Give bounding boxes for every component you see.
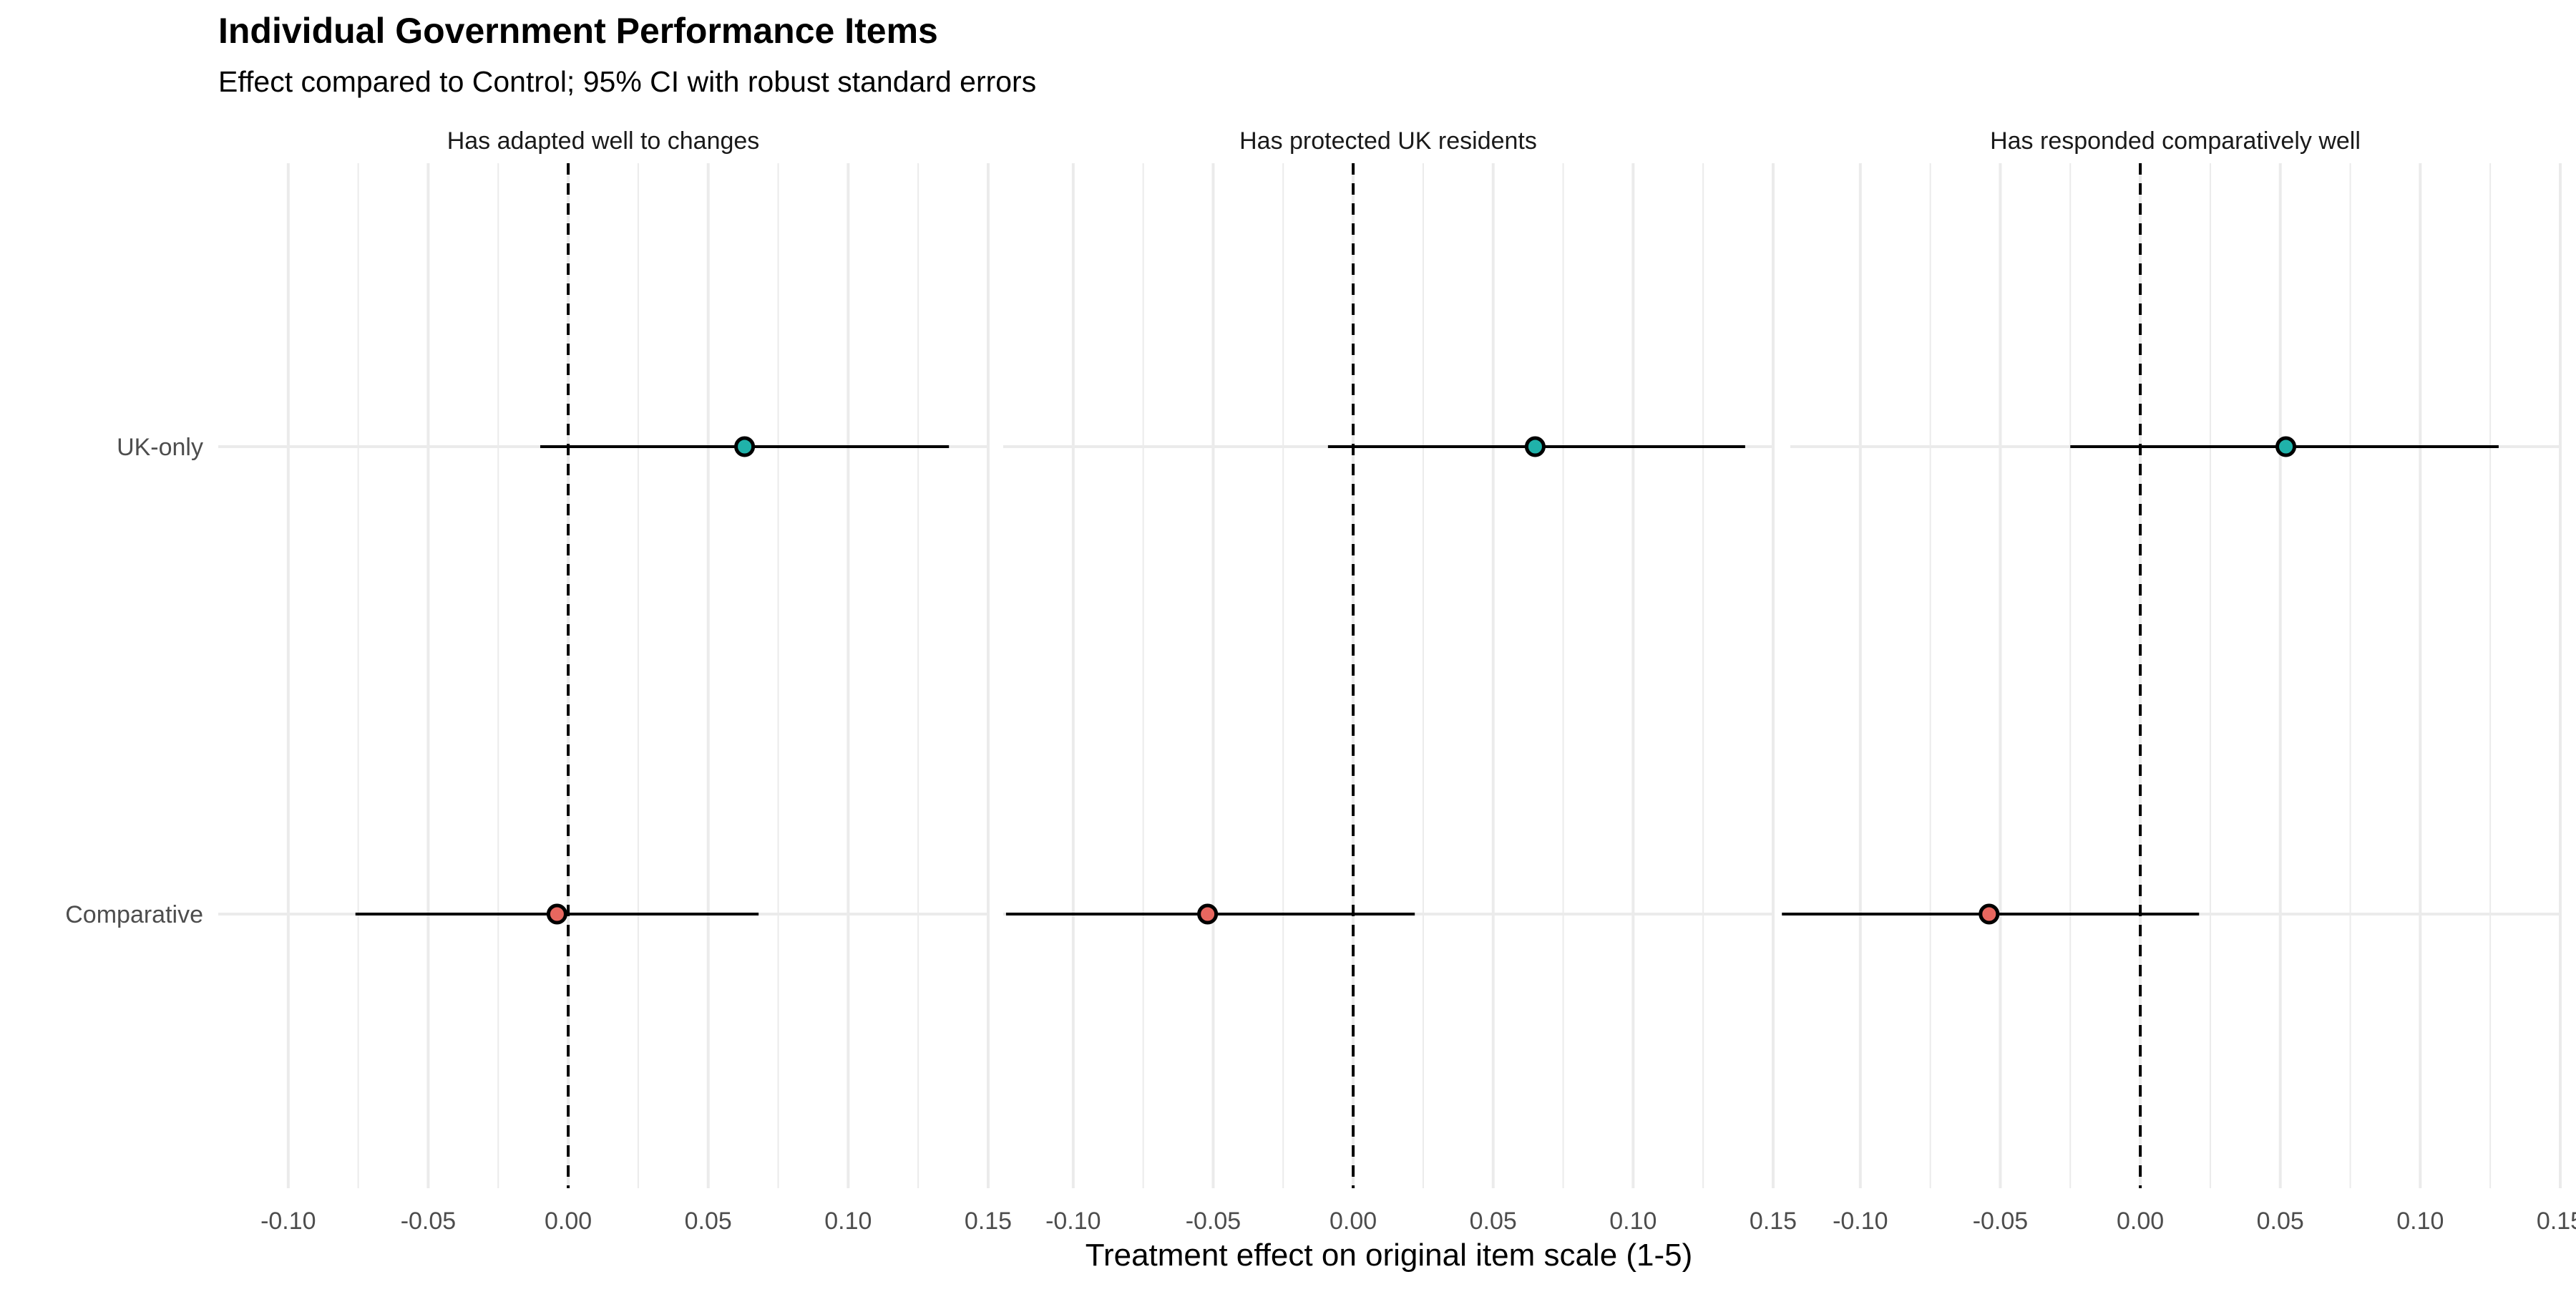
facet-panel: Has adapted well to changes -0.10 -0.05 0.0… [218, 127, 1012, 1235]
x-tick-label: 0.05 [685, 1208, 732, 1235]
estimate-point [2275, 436, 2297, 457]
x-tick-label: 0.05 [1470, 1208, 1517, 1235]
y-tick-label: Comparative [65, 901, 203, 928]
facet-strip-label: Has protected UK residents [1239, 127, 1537, 155]
x-tick-label: -0.10 [1045, 1208, 1101, 1235]
x-tick-label: 0.00 [1330, 1208, 1377, 1235]
y-axis: UK-only Comparative [65, 434, 203, 928]
x-tick-label: 0.15 [2537, 1208, 2576, 1235]
x-tick-label: 0.10 [824, 1208, 872, 1235]
chart-subtitle: Effect compared to Control; 95% CI with … [218, 65, 1036, 98]
x-tick-label: 0.05 [2257, 1208, 2304, 1235]
x-tick-label: 0.00 [2117, 1208, 2164, 1235]
x-tick-label: 0.15 [1750, 1208, 1797, 1235]
x-tick-label: -0.05 [1186, 1208, 1241, 1235]
x-tick-label: 0.10 [2396, 1208, 2444, 1235]
y-tick-label: UK-only [117, 434, 203, 461]
estimate-point [546, 903, 567, 925]
estimate-point [1197, 903, 1219, 925]
estimate-point [734, 436, 756, 457]
estimate-point [1524, 436, 1546, 457]
facet-strip-label: Has adapted well to changes [447, 127, 760, 155]
x-tick-label: 0.15 [965, 1208, 1012, 1235]
facet-panels: Has adapted well to changes -0.10 -0.05 0.0… [218, 127, 2576, 1235]
x-tick-label: -0.10 [1833, 1208, 1888, 1235]
x-tick-label: -0.10 [260, 1208, 316, 1235]
estimate-point [1979, 903, 2000, 925]
facet-strip-label: Has responded comparatively well [1990, 127, 2361, 155]
facet-panel: Has protected UK residents -0.10 -0.05 0.00… [1003, 127, 1797, 1235]
facet-panel: Has responded comparatively well -0.10 -0.… [1782, 127, 2576, 1235]
x-axis-label: Treatment effect on original item scale … [1085, 1238, 1693, 1273]
x-tick-label: 0.00 [545, 1208, 592, 1235]
chart-title: Individual Government Performance Items [218, 11, 938, 51]
x-tick-label: -0.05 [401, 1208, 457, 1235]
x-tick-label: -0.05 [1973, 1208, 2029, 1235]
x-tick-label: 0.10 [1609, 1208, 1657, 1235]
